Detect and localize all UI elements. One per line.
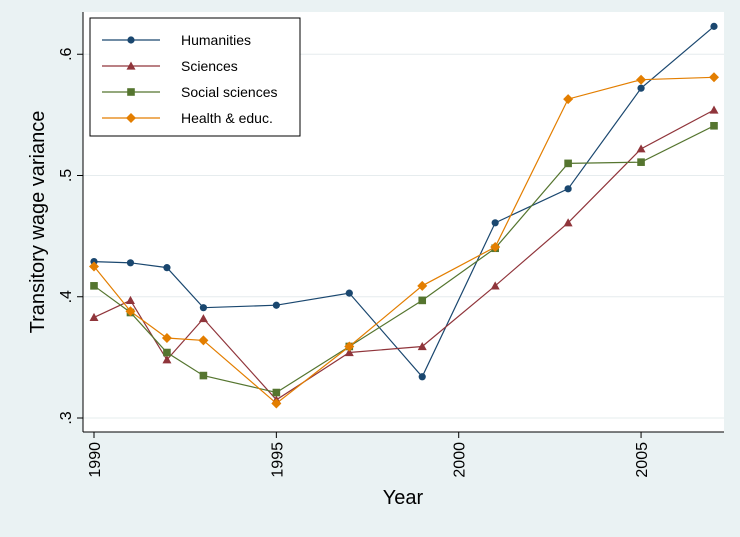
legend-label-social-sciences: Social sciences: [181, 84, 278, 100]
legend-item-sciences: Sciences: [102, 58, 238, 74]
x-axis-title: Year: [383, 487, 424, 509]
data-point-health-educ-9: [636, 74, 647, 85]
data-point-health-educ-6: [417, 280, 428, 291]
series-humanities: [90, 22, 718, 381]
data-point-health-educ-0: [89, 261, 99, 272]
data-point-social-sciences-8: [564, 159, 572, 168]
legend: Humanities Sciences Social sciences Health …: [89, 17, 301, 137]
data-point-social-sciences-2: [163, 348, 171, 357]
data-point-humanities-10: [710, 22, 718, 30]
data-point-social-sciences-6: [418, 296, 427, 305]
data-point-health-educ-7: [490, 242, 501, 253]
legend-item-health-educ: Health & educ.: [102, 110, 273, 126]
series-layer: [89, 22, 719, 409]
data-point-humanities-3: [199, 304, 208, 312]
data-point-humanities-4: [272, 301, 280, 309]
data-point-sciences-9: [636, 144, 646, 153]
data-point-social-sciences-0: [90, 282, 98, 290]
data-point-health-educ-4: [271, 398, 282, 409]
data-point-social-sciences-9: [637, 158, 645, 166]
y-axis: .3 .4 .5 .6: [58, 12, 84, 432]
data-point-social-sciences-10: [710, 121, 718, 130]
legend-marker-sciences: [126, 61, 136, 70]
legend-marker-humanities: [127, 36, 135, 44]
data-point-health-educ-2: [161, 332, 172, 343]
data-point-health-educ-10: [709, 72, 719, 83]
y-tick-label-3: .6: [58, 47, 75, 60]
data-point-humanities-5: [345, 289, 353, 297]
series-health-educ: [89, 72, 719, 409]
data-point-social-sciences-4: [272, 388, 281, 397]
data-point-sciences-2: [162, 355, 172, 364]
legend-marker-health-educ: [126, 113, 136, 123]
data-point-humanities-2: [163, 264, 171, 272]
x-tick-label-2: 2000: [452, 442, 469, 478]
legend-label-sciences: Sciences: [181, 58, 238, 74]
data-point-sciences-3: [198, 314, 208, 323]
y-tick-label-1: .4: [58, 290, 75, 303]
data-point-sciences-10: [709, 105, 719, 114]
legend-marker-social-sciences: [127, 88, 135, 96]
data-point-health-educ-5: [344, 341, 355, 352]
x-tick-label-3: 2005: [634, 442, 651, 478]
legend-label-humanities: Humanities: [181, 32, 251, 48]
data-point-sciences-8: [563, 218, 573, 227]
data-point-sciences-5: [344, 348, 354, 357]
data-point-social-sciences-3: [199, 371, 208, 380]
y-tick-label-2: .5: [58, 169, 75, 182]
y-tick-label-0: .3: [58, 411, 75, 424]
data-point-humanities-6: [418, 373, 426, 381]
data-point-sciences-6: [417, 341, 427, 351]
data-point-health-educ-8: [563, 94, 574, 105]
data-point-humanities-7: [491, 219, 499, 227]
legend-item-humanities: Humanities: [102, 32, 251, 48]
legend-label-health-educ: Health & educ.: [181, 110, 273, 126]
data-point-health-educ-3: [198, 335, 209, 346]
legend-item-social-sciences: Social sciences: [102, 84, 278, 100]
y-axis-title: Transitory wage variance: [27, 111, 49, 334]
legend-box: [89, 17, 301, 137]
data-point-humanities-1: [126, 259, 135, 267]
data-point-sciences-1: [125, 295, 135, 304]
x-axis: 1990 1995 2000 2005: [83, 431, 724, 478]
data-point-humanities-9: [637, 84, 645, 92]
data-point-sciences-0: [89, 312, 99, 321]
x-tick-label-0: 1990: [87, 442, 104, 478]
x-tick-label-1: 1995: [269, 442, 286, 478]
data-point-sciences-7: [490, 281, 500, 290]
data-point-humanities-8: [564, 185, 572, 193]
data-point-health-educ-1: [125, 306, 136, 317]
